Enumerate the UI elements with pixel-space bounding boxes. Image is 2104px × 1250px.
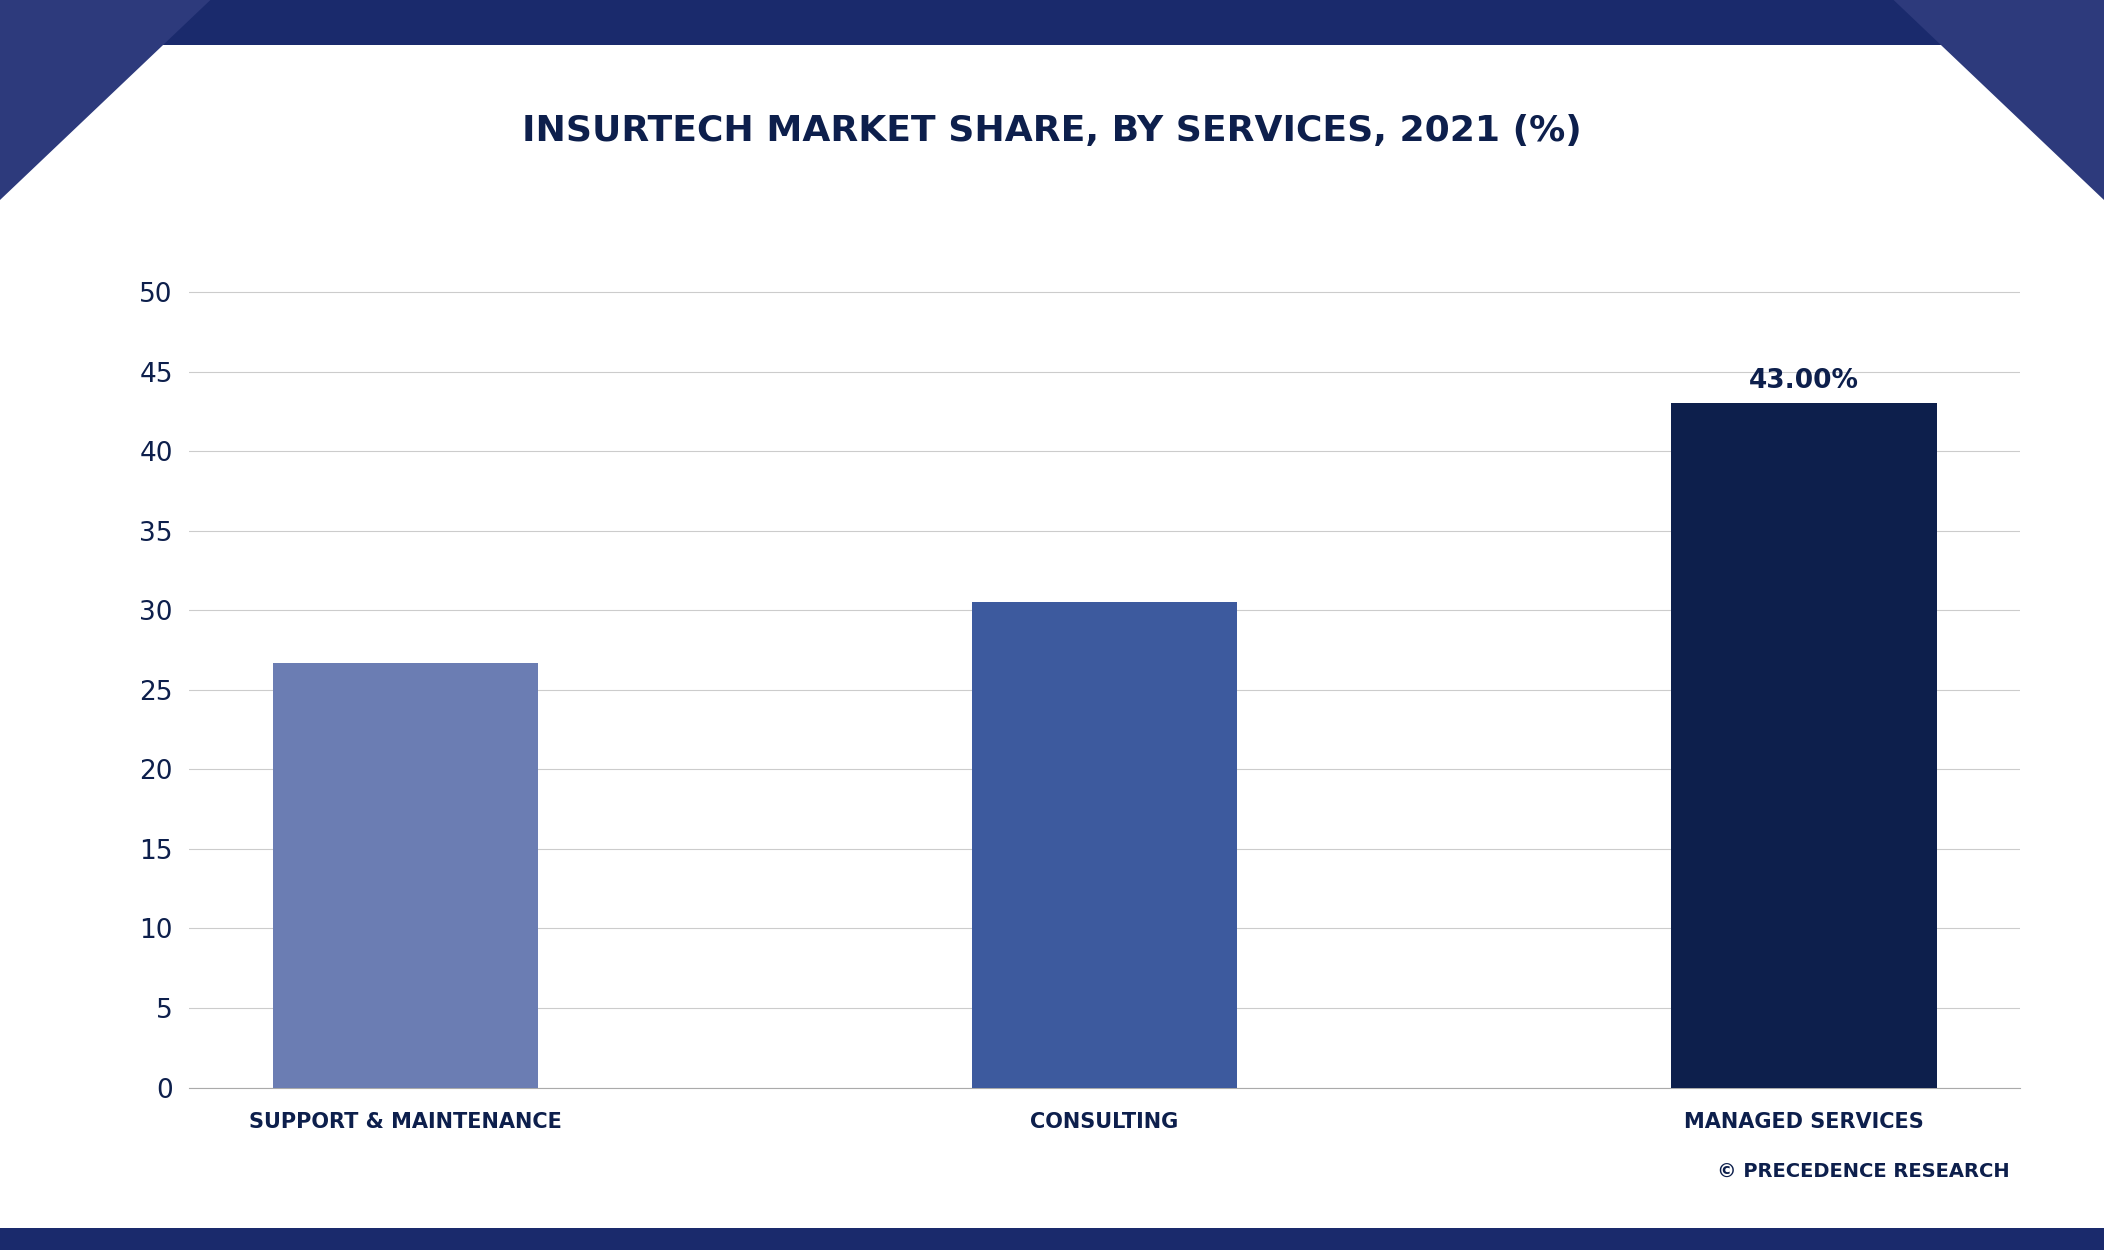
Text: 43.00%: 43.00% <box>1748 368 1858 394</box>
Polygon shape <box>0 0 210 200</box>
Bar <box>0 0 2104 45</box>
Bar <box>972 602 1237 1088</box>
Text: INSURTECH MARKET SHARE, BY SERVICES, 2021 (%): INSURTECH MARKET SHARE, BY SERVICES, 202… <box>522 114 1582 149</box>
Bar <box>1671 404 1936 1088</box>
Text: © PRECEDENCE RESEARCH: © PRECEDENCE RESEARCH <box>1717 1162 2009 1181</box>
Bar <box>274 662 539 1088</box>
Bar <box>0 1228 2104 1250</box>
Polygon shape <box>1894 0 2104 200</box>
